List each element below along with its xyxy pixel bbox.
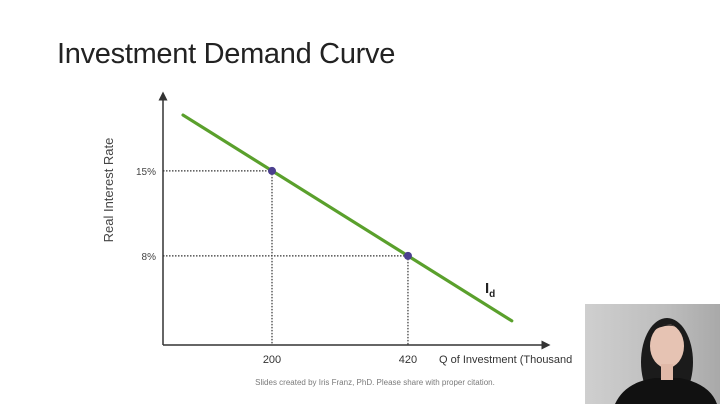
x-tick-label: 200	[263, 354, 281, 366]
data-point	[268, 166, 276, 175]
presenter-video-icon	[615, 318, 717, 404]
y-tick-label: 8%	[142, 252, 157, 263]
y-tick-label: 15%	[136, 167, 156, 178]
data-point	[403, 251, 412, 260]
curve-label: Id	[485, 280, 495, 300]
x-tick-label: 420	[399, 354, 417, 366]
demand-curve-line	[181, 113, 514, 323]
y-axis-label: Real Interest Rate	[101, 138, 116, 243]
x-axis-label: Q of Investment (Thousand	[439, 354, 572, 366]
presenter-webcam	[585, 304, 720, 404]
slide-title: Investment Demand Curve	[57, 38, 396, 70]
slide-footer: Slides created by Iris Franz, PhD. Pleas…	[255, 378, 495, 387]
